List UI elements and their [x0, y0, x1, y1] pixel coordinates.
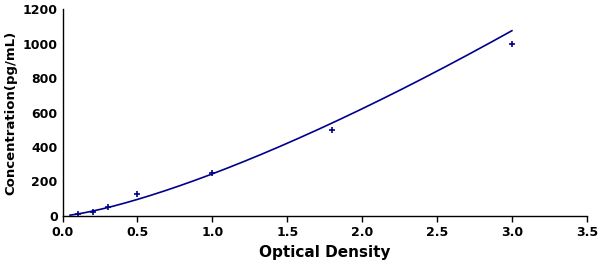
X-axis label: Optical Density: Optical Density [259, 245, 391, 260]
Y-axis label: Concentration(pg/mL): Concentration(pg/mL) [4, 30, 17, 195]
